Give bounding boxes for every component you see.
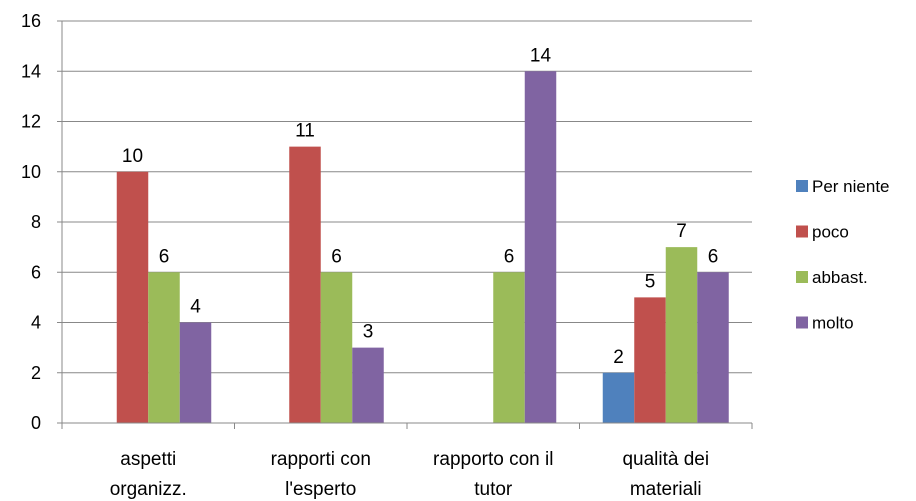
x-category-label: rapporto con il [433, 449, 553, 470]
y-tick-label: 6 [31, 262, 41, 282]
x-category-label: rapporti con [271, 449, 371, 470]
legend-label: abbast. [812, 268, 868, 287]
legend-label: Per niente [812, 177, 890, 196]
x-category-label: qualità dei [622, 449, 709, 470]
data-label: 6 [504, 246, 515, 267]
x-axis: aspetti organizz. rapporti con l'esperto rap… [61, 422, 753, 500]
data-label: 10 [122, 146, 143, 167]
bar [148, 272, 180, 423]
bar [116, 171, 149, 423]
legend-label: molto [812, 314, 854, 333]
x-category-label: materiali [630, 479, 702, 500]
y-tick-label: 8 [31, 212, 41, 232]
bar [179, 322, 212, 423]
y-tick-label: 16 [21, 11, 41, 31]
bar [602, 372, 635, 423]
data-label: 14 [530, 45, 552, 66]
data-label: 2 [613, 347, 624, 368]
data-label: 6 [159, 246, 170, 267]
bar [665, 247, 698, 423]
bar [320, 272, 353, 423]
legend-swatch [796, 180, 808, 192]
data-label: 7 [676, 221, 687, 242]
bar [634, 297, 666, 423]
y-tick-label: 0 [31, 413, 41, 433]
x-category-label: organizz. [110, 479, 187, 500]
bar [524, 71, 557, 423]
data-label: 5 [645, 271, 656, 292]
data-label: 4 [190, 297, 201, 318]
legend-swatch [796, 225, 808, 238]
legend-swatch [796, 271, 808, 283]
data-label: 6 [331, 246, 342, 267]
y-tick-label: 14 [21, 61, 41, 81]
y-axis: 0 2 4 6 8 10 12 14 16 [21, 11, 63, 433]
legend: Per niente poco abbast. molto [796, 177, 890, 333]
legend-label: poco [812, 223, 849, 242]
bar [493, 272, 525, 423]
bar [697, 272, 729, 423]
x-category-label: l'esperto [285, 479, 356, 500]
bar [352, 347, 384, 423]
y-tick-label: 12 [21, 112, 41, 132]
y-tick-label: 10 [21, 162, 41, 182]
data-label: 6 [708, 246, 719, 267]
x-category-label: tutor [474, 479, 513, 500]
data-label: 11 [295, 121, 315, 142]
legend-swatch [796, 316, 808, 329]
x-category-label: aspetti [120, 449, 176, 470]
bars [116, 71, 729, 423]
y-tick-label: 2 [31, 363, 41, 383]
y-tick-label: 4 [31, 313, 41, 333]
data-label: 3 [363, 322, 374, 343]
bar [289, 146, 321, 423]
